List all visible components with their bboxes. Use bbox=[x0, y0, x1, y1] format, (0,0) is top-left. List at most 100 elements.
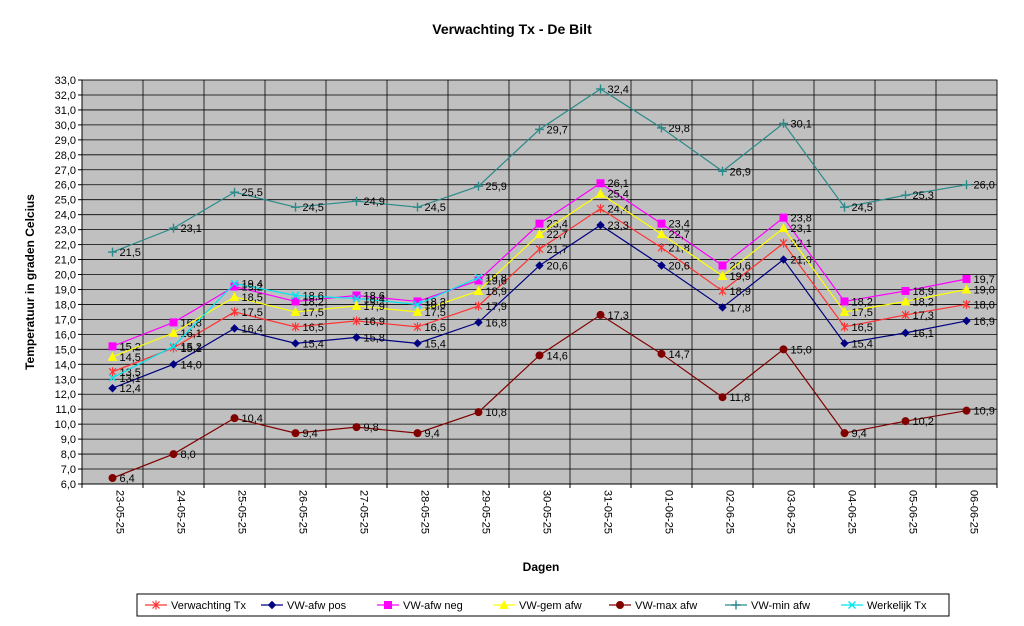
data-point bbox=[596, 179, 605, 188]
data-label: 16,8 bbox=[486, 317, 507, 329]
data-point bbox=[230, 307, 239, 317]
legend-marker bbox=[267, 600, 277, 610]
series-werkelijk-tx: 13,1 15,2 19,4 18,6 18,4 18,0 19,8 bbox=[108, 273, 507, 385]
x-axis-title: Dagen bbox=[523, 560, 560, 574]
data-label: 20,6 bbox=[547, 261, 568, 273]
data-label: 30,1 bbox=[791, 118, 812, 130]
data-label: 23,3 bbox=[608, 220, 629, 232]
data-label: 24,5 bbox=[425, 202, 446, 214]
y-tick-label: 31,0 bbox=[55, 105, 76, 117]
data-point bbox=[108, 367, 117, 377]
y-axis-title: Temperatuur in graden Celcius bbox=[23, 194, 37, 370]
data-label: 9,4 bbox=[425, 428, 440, 440]
data-point bbox=[535, 219, 544, 228]
legend-label: VW-afw pos bbox=[287, 600, 347, 612]
x-tick-label: 03-06-25 bbox=[785, 490, 797, 534]
data-label: 32,4 bbox=[608, 84, 629, 96]
data-point bbox=[290, 306, 301, 316]
data-point bbox=[169, 450, 178, 459]
y-tick-label: 23,0 bbox=[55, 225, 76, 237]
data-label: 16,4 bbox=[242, 323, 263, 335]
data-label: 19,9 bbox=[730, 271, 751, 283]
x-tick-label: 24-05-25 bbox=[175, 490, 187, 534]
series-vw-gem-afw: 14,5 16,1 18,5 17,5 17,9 17,5 18,9 22,7 25,4 22,7… bbox=[107, 188, 995, 364]
data-point bbox=[230, 414, 239, 423]
data-label: 18,4 bbox=[364, 293, 385, 305]
data-point bbox=[657, 261, 666, 270]
data-point bbox=[291, 322, 300, 332]
data-label: 19,7 bbox=[974, 274, 995, 286]
data-point bbox=[168, 327, 179, 337]
data-point bbox=[657, 243, 666, 253]
data-label: 24,9 bbox=[364, 196, 385, 208]
data-point bbox=[108, 384, 117, 393]
plot-area: 6,0 7,0 8,0 9,0 10,0 11,0 12,0 13,0 14,0 15,0 16,0… bbox=[55, 75, 998, 534]
x-tick-label: 23-05-25 bbox=[114, 490, 126, 534]
data-label: 25,9 bbox=[486, 181, 507, 193]
data-label: 23,1 bbox=[791, 223, 812, 235]
data-point bbox=[961, 284, 972, 294]
data-point bbox=[596, 84, 605, 94]
data-point bbox=[901, 328, 910, 338]
data-label: 14,5 bbox=[120, 352, 141, 364]
y-tick-label: 9,0 bbox=[61, 434, 76, 446]
data-point bbox=[291, 297, 300, 306]
data-point bbox=[718, 166, 727, 176]
data-point bbox=[291, 202, 300, 212]
data-label: 15,4 bbox=[425, 338, 446, 350]
x-tick-label: 28-05-25 bbox=[419, 490, 431, 534]
legend-marker bbox=[848, 601, 856, 609]
data-point bbox=[229, 291, 240, 301]
y-tick-label: 8,0 bbox=[61, 449, 76, 461]
data-point bbox=[535, 244, 544, 254]
data-point bbox=[962, 180, 971, 190]
data-label: 21,0 bbox=[791, 255, 812, 267]
y-tick-label: 19,0 bbox=[55, 284, 76, 296]
data-point bbox=[535, 124, 544, 134]
y-tick-label: 29,0 bbox=[55, 135, 76, 147]
data-point bbox=[779, 118, 788, 128]
data-point bbox=[779, 345, 788, 354]
data-label: 17,3 bbox=[608, 310, 629, 322]
legend-label: VW-max afw bbox=[635, 600, 697, 612]
data-point bbox=[352, 333, 361, 342]
data-point bbox=[535, 261, 544, 270]
y-tick-label: 17,0 bbox=[55, 314, 76, 326]
data-point bbox=[352, 423, 361, 432]
data-point bbox=[169, 318, 178, 327]
y-tick-label: 10,0 bbox=[55, 419, 76, 431]
legend-marker bbox=[731, 600, 741, 610]
data-point bbox=[230, 187, 239, 197]
y-tick-label: 18,0 bbox=[55, 299, 76, 311]
data-point bbox=[901, 310, 910, 320]
legend-label: VW-afw neg bbox=[403, 600, 463, 612]
data-point bbox=[291, 339, 300, 348]
data-point bbox=[962, 406, 971, 415]
legend-marker bbox=[152, 600, 160, 610]
data-label: 22,1 bbox=[791, 238, 812, 250]
data-label: 23,1 bbox=[181, 223, 202, 235]
data-point bbox=[413, 322, 422, 332]
data-label: 21,7 bbox=[547, 244, 568, 256]
data-point bbox=[474, 273, 483, 282]
data-label: 19,0 bbox=[974, 284, 995, 296]
data-point bbox=[596, 220, 605, 230]
data-label: 26,1 bbox=[608, 178, 629, 190]
data-label: 20,6 bbox=[730, 261, 751, 273]
legend-label: VW-gem afw bbox=[519, 600, 582, 612]
data-point bbox=[413, 300, 422, 309]
y-tick-label: 27,0 bbox=[55, 165, 76, 177]
data-point bbox=[718, 393, 727, 402]
data-point bbox=[352, 294, 361, 303]
data-point bbox=[779, 255, 788, 264]
data-point bbox=[901, 190, 910, 200]
data-label: 26,0 bbox=[974, 180, 995, 192]
x-tick-label: 06-06-25 bbox=[968, 490, 980, 534]
data-label: 15,0 bbox=[791, 344, 812, 356]
series-vw-max-afw: 6,4 8,0 10,4 9,4 9,8 9,4 10,8 14,6 17,3 14,7 11,8 1… bbox=[108, 310, 995, 485]
data-label: 16,1 bbox=[181, 328, 202, 340]
data-label: 17,3 bbox=[913, 310, 934, 322]
data-label: 25,4 bbox=[608, 189, 629, 201]
